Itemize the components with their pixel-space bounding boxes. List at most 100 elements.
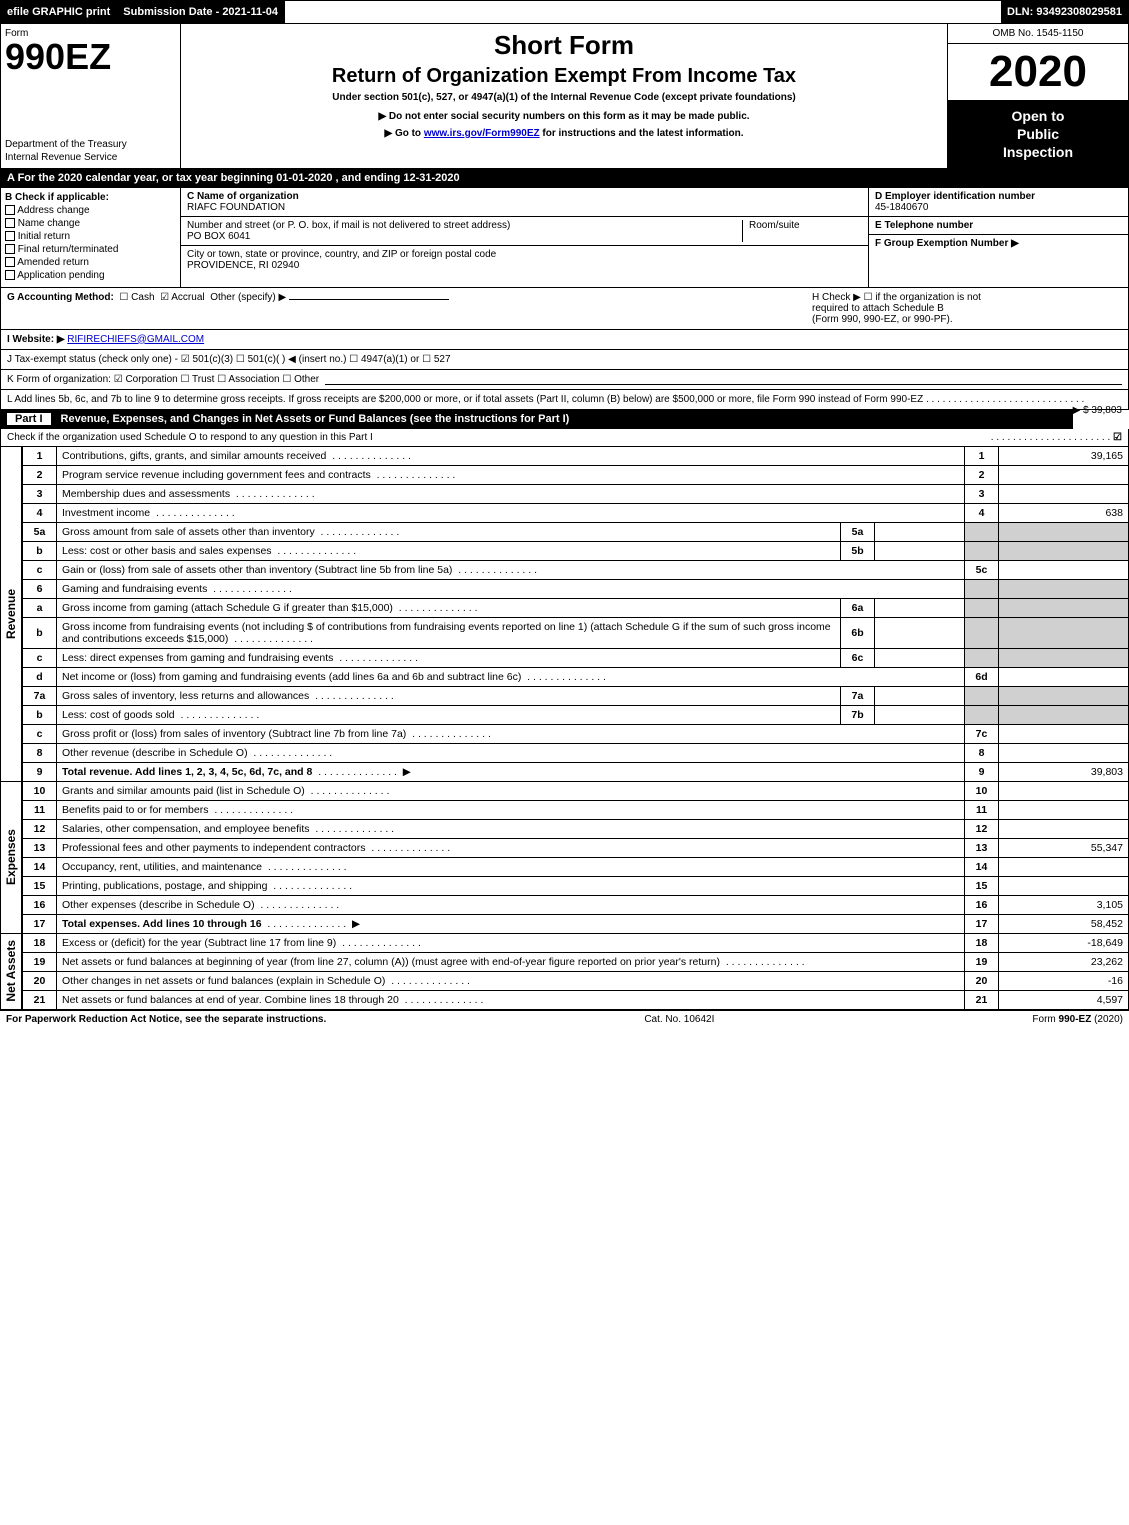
line-value [999, 705, 1129, 724]
line-desc: Program service revenue including govern… [57, 465, 965, 484]
footer-left: For Paperwork Reduction Act Notice, see … [6, 1014, 326, 1025]
right-line-number: 6d [965, 667, 999, 686]
inner-line-label: 5a [841, 522, 875, 541]
line-desc: Gross sales of inventory, less returns a… [57, 686, 841, 705]
line-value: 39,803 [999, 762, 1129, 781]
right-line-number: 16 [965, 895, 999, 914]
revenue-table: 1Contributions, gifts, grants, and simil… [22, 447, 1129, 782]
line-value [999, 522, 1129, 541]
line-number: 18 [23, 934, 57, 953]
right-line-number: 13 [965, 838, 999, 857]
chk-name-change[interactable]: Name change [5, 218, 176, 229]
line-number: 1 [23, 447, 57, 466]
line-desc: Total expenses. Add lines 10 through 16 … [57, 914, 965, 933]
line-value: 3,105 [999, 895, 1129, 914]
line-number: 11 [23, 800, 57, 819]
line-desc: Gaming and fundraising events . . . . . … [57, 579, 965, 598]
g-accrual[interactable]: Accrual [171, 292, 204, 303]
h-l3: (Form 990, 990-EZ, or 990-PF). [812, 314, 953, 325]
table-row: 4Investment income . . . . . . . . . . .… [23, 503, 1129, 522]
line-number: 5a [23, 522, 57, 541]
right-line-number: 15 [965, 876, 999, 895]
table-row: bLess: cost of goods sold . . . . . . . … [23, 705, 1129, 724]
info-block: B Check if applicable: Address change Na… [0, 188, 1129, 288]
org-addr-value: PO BOX 6041 [187, 231, 250, 242]
inner-line-value [875, 522, 965, 541]
tax-exempt-status: J Tax-exempt status (check only one) - ☑… [7, 354, 451, 365]
open-public-box: Open to Public Inspection [948, 101, 1128, 168]
form-of-org: K Form of organization: ☑ Corporation ☐ … [7, 374, 319, 385]
line-desc: Net assets or fund balances at end of ye… [57, 990, 965, 1009]
org-name-value: RIAFC FOUNDATION [187, 202, 285, 213]
g-other-input[interactable] [289, 299, 449, 300]
chk-amended-return[interactable]: Amended return [5, 257, 176, 268]
line-value [999, 857, 1129, 876]
line-desc: Other revenue (describe in Schedule O) .… [57, 743, 965, 762]
table-row: 16Other expenses (describe in Schedule O… [23, 895, 1129, 914]
expenses-section: Expenses 10Grants and similar amounts pa… [0, 782, 1129, 934]
l-text: L Add lines 5b, 6c, and 7b to line 9 to … [7, 394, 923, 405]
line-number: 17 [23, 914, 57, 933]
chk-initial-return-label: Initial return [18, 231, 70, 242]
line-number: 3 [23, 484, 57, 503]
org-city-lbl: City or town, state or province, country… [187, 249, 496, 260]
chk-application-pending[interactable]: Application pending [5, 270, 176, 281]
part1-check-icon: ☑ [1113, 432, 1122, 443]
part1-title: Revenue, Expenses, and Changes in Net As… [61, 413, 570, 425]
line-number: 4 [23, 503, 57, 522]
chk-address-change[interactable]: Address change [5, 205, 176, 216]
header-right: OMB No. 1545-1150 2020 Open to Public In… [948, 24, 1128, 168]
table-row: 14Occupancy, rent, utilities, and mainte… [23, 857, 1129, 876]
omb-number: OMB No. 1545-1150 [948, 24, 1128, 44]
chk-initial-return[interactable]: Initial return [5, 231, 176, 242]
g-cash[interactable]: Cash [131, 292, 154, 303]
efile-print-label[interactable]: efile GRAPHIC print [1, 1, 117, 23]
right-line-number: 5c [965, 560, 999, 579]
expenses-vlabel-text: Expenses [4, 829, 18, 885]
line-value [999, 579, 1129, 598]
line-desc: Other changes in net assets or fund bala… [57, 971, 965, 990]
part1-header: Part I Revenue, Expenses, and Changes in… [0, 410, 1073, 429]
room-suite: Room/suite [742, 220, 862, 242]
line-desc: Investment income . . . . . . . . . . . … [57, 503, 965, 522]
room-suite-lbl: Room/suite [749, 220, 800, 231]
footer-right: Form 990-EZ (2020) [1032, 1014, 1123, 1025]
chk-address-change-label: Address change [17, 205, 89, 216]
inner-line-value [875, 705, 965, 724]
line-number: 2 [23, 465, 57, 484]
table-row: 15Printing, publications, postage, and s… [23, 876, 1129, 895]
revenue-vlabel: Revenue [0, 447, 22, 782]
right-line-number [965, 579, 999, 598]
irs-link[interactable]: www.irs.gov/Form990EZ [424, 128, 540, 139]
right-line-number: 10 [965, 782, 999, 801]
website-lbl: I Website: ▶ [7, 334, 65, 345]
inner-line-label: 7b [841, 705, 875, 724]
h-l1: H Check ▶ ☐ if the organization is not [812, 292, 981, 303]
chk-name-change-label: Name change [18, 218, 80, 229]
line-number: b [23, 705, 57, 724]
table-row: 20Other changes in net assets or fund ba… [23, 971, 1129, 990]
line-number: 14 [23, 857, 57, 876]
section-l: L Add lines 5b, 6c, and 7b to line 9 to … [0, 390, 1129, 410]
sections-g-h: G Accounting Method: ☐ Cash ☑ Accrual Ot… [0, 288, 1129, 330]
line-value [999, 648, 1129, 667]
website-value[interactable]: RIFIRECHIEFS@GMAIL.COM [67, 334, 204, 345]
chk-final-return[interactable]: Final return/terminated [5, 244, 176, 255]
table-row: 10Grants and similar amounts paid (list … [23, 782, 1129, 801]
open-l3: Inspection [1003, 144, 1073, 160]
header-mid: Short Form Return of Organization Exempt… [181, 24, 948, 168]
right-line-number: 3 [965, 484, 999, 503]
right-line-number: 4 [965, 503, 999, 522]
netassets-table: 18Excess or (deficit) for the year (Subt… [22, 934, 1129, 1010]
part1-label: Part I [7, 413, 51, 425]
l-amount-pfx: ▶ $ [1073, 405, 1092, 416]
sections-d-e-f: D Employer identification number 45-1840… [868, 188, 1128, 287]
dept-line1: Department of the Treasury [5, 139, 127, 150]
g-other[interactable]: Other (specify) ▶ [210, 292, 286, 303]
line-number: 20 [23, 971, 57, 990]
line-number: c [23, 560, 57, 579]
right-line-number [965, 541, 999, 560]
org-name-lbl: C Name of organization [187, 191, 299, 202]
line-number: 13 [23, 838, 57, 857]
k-other-input[interactable] [325, 374, 1122, 385]
